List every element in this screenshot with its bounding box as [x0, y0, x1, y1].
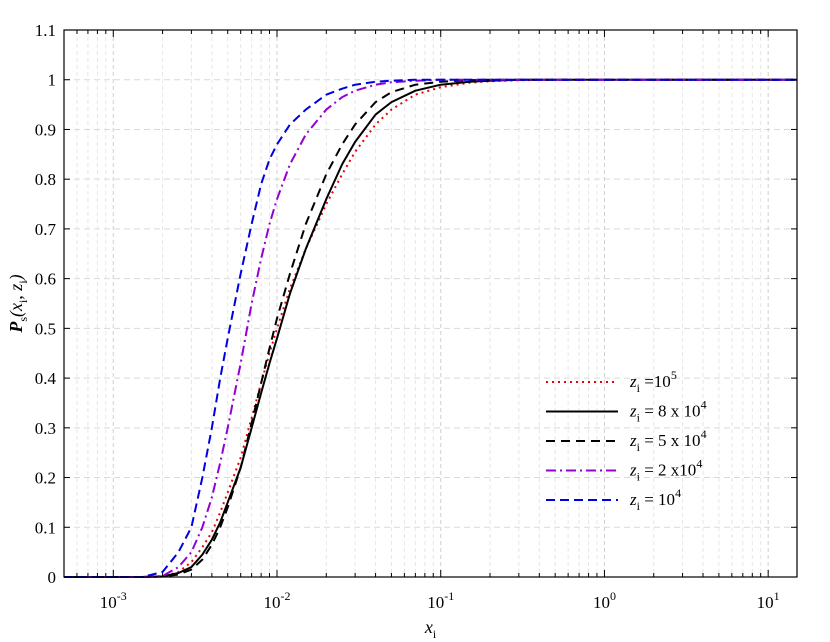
legend-label-5: zi = 104 [629, 486, 681, 513]
legend-label-sup: 4 [675, 486, 681, 500]
x-tick-label-exp: 0 [610, 589, 616, 603]
legend-label-text: = 10 [640, 490, 675, 509]
series-layer [64, 78, 797, 578]
legend-label-text: = 8 x 10 [640, 402, 701, 421]
y-tick-label: 0.4 [35, 369, 57, 388]
x-axis-label: xi [424, 617, 437, 641]
y-axis-label-sub1: s [16, 317, 30, 322]
legend-label-sub: i [637, 440, 641, 454]
x-tick-label: 10-2 [264, 589, 291, 612]
y-axis-label-main: P [6, 321, 26, 334]
x-tick-label-exp: -3 [117, 589, 127, 603]
x-tick-label: 10-1 [427, 589, 454, 612]
legend-label-text: = 2 x10 [640, 461, 696, 480]
legend-label-sup: 5 [671, 368, 677, 382]
legend-label-sub: i [637, 470, 641, 484]
plot-frame [63, 29, 798, 578]
legend-label-text: =10 [640, 372, 671, 391]
y-tick-label: 0.8 [35, 170, 56, 189]
legend-label-sub: i [637, 411, 641, 425]
x-axis-label-main: x [424, 617, 433, 637]
y-tick-label: 1.1 [35, 21, 56, 40]
y-axis-label-mid1: (x [6, 303, 27, 317]
y-tick-label: 0.2 [35, 469, 56, 488]
y-axis-label: Ps(xi, zi) [6, 274, 30, 333]
series-line-5 [64, 78, 797, 578]
grid [64, 30, 797, 577]
x-tick-label-base: 10 [757, 593, 774, 612]
x-tick-label-exp: 1 [774, 589, 780, 603]
y-tick-label: 0.9 [35, 120, 56, 139]
legend-label-sub: i [637, 499, 641, 513]
y-axis-label-end: ) [6, 274, 27, 281]
x-tick-label: 101 [757, 589, 780, 612]
y-tick-label: 0.5 [35, 319, 56, 338]
y-tick-label: 0 [48, 568, 57, 587]
x-axis-label-sub: i [433, 627, 437, 641]
x-tick-label: 10-3 [100, 589, 127, 612]
x-tick-label-base: 10 [100, 593, 117, 612]
ticks [64, 29, 797, 578]
y-tick-label: 0.3 [35, 419, 56, 438]
legend-label-var: z [629, 372, 637, 391]
legend-label-sub: i [637, 381, 641, 395]
legend-label-1: zi =105 [629, 368, 677, 395]
legend-label-text: = 5 x 10 [640, 431, 701, 450]
legend-label-var: z [629, 402, 637, 421]
x-tick-label: 100 [593, 589, 616, 612]
y-axis-label-mid2: , z [6, 284, 26, 300]
y-tick-label: 0.7 [35, 220, 57, 239]
series-line-4 [64, 78, 797, 578]
x-tick-label-base: 10 [264, 593, 281, 612]
legend-label-3: zi = 5 x 104 [629, 427, 707, 454]
y-axis-label-sub2: i [16, 299, 30, 303]
x-tick-label-base: 10 [427, 593, 444, 612]
x-tick-labels: 10-3 10-2 10-1 100 101 [100, 589, 780, 612]
legend-label-sup: 4 [696, 457, 702, 471]
legend-label-4: zi = 2 x104 [629, 457, 702, 484]
legend-label-sup: 4 [701, 398, 707, 412]
y-tick-label: 0.1 [35, 518, 56, 537]
legend-label-2: zi = 8 x 104 [629, 398, 707, 425]
y-tick-label: 0.6 [35, 270, 56, 289]
x-tick-label-exp: -1 [444, 589, 454, 603]
y-axis-label-sub3: i [16, 280, 30, 284]
y-tick-label: 1 [48, 71, 57, 90]
legend-label-var: z [629, 461, 637, 480]
legend-label-var: z [629, 490, 637, 509]
legend-label-sup: 4 [701, 427, 707, 441]
x-tick-label-exp: -2 [281, 589, 291, 603]
x-tick-label-base: 10 [593, 593, 610, 612]
series-line-3 [64, 78, 797, 578]
legend-label-var: z [629, 431, 637, 450]
y-tick-labels: 0 0.1 0.2 0.3 0.4 0.5 0.6 0.7 0.8 0.9 1 1.1 [35, 21, 57, 587]
